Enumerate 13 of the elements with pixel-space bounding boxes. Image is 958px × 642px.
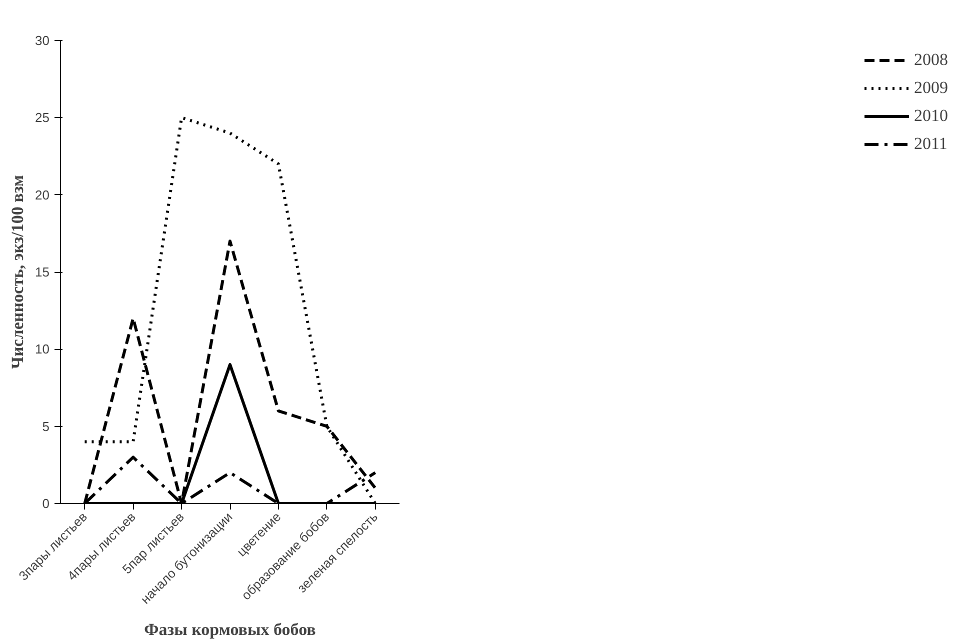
legend-label: 2009 [914, 78, 948, 98]
y-tick-label: 30 [35, 33, 50, 48]
y-tick-label: 10 [35, 342, 50, 357]
x-axis-title: Фазы кормовых бобов [144, 620, 316, 640]
legend-label: 2010 [914, 106, 948, 126]
y-axis-title: Численность, экз/100 взм [8, 174, 28, 369]
y-tick-label: 15 [35, 264, 50, 280]
y-tick-label: 0 [42, 496, 50, 511]
legend-label: 2011 [914, 134, 948, 154]
legend-label: 2008 [914, 50, 948, 70]
y-tick-label: 25 [35, 110, 50, 126]
y-tick-label: 20 [35, 187, 50, 202]
y-tick-label: 5 [42, 418, 50, 434]
